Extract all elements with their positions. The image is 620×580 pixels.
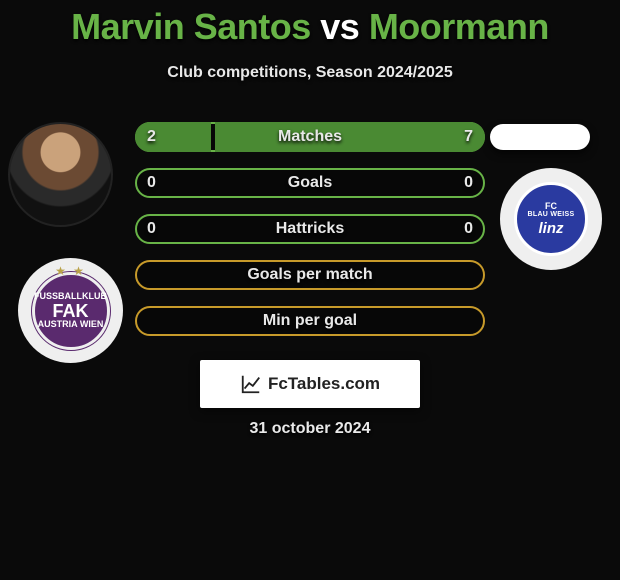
- player2-club-badge: FC BLAU WEISS linz: [500, 168, 602, 270]
- club-badge-inner: FUSSBALLKLUB FAK AUSTRIA WIEN: [32, 272, 110, 350]
- stat-left-value: 2: [147, 128, 156, 146]
- club-bw: BLAU WEISS: [528, 211, 575, 219]
- vs-text: vs: [320, 6, 359, 47]
- stat-label: Goals per match: [137, 266, 483, 284]
- stat-row: Goals per match: [135, 260, 485, 290]
- page-title: Marvin Santos vs Moormann: [0, 0, 620, 48]
- stat-row: 0Goals0: [135, 168, 485, 198]
- date-text: 31 october 2024: [0, 420, 620, 438]
- stat-fill-right: [215, 122, 485, 152]
- fctables-watermark: FcTables.com: [200, 360, 420, 408]
- fctables-label: FcTables.com: [268, 374, 380, 394]
- player1-avatar: [8, 122, 113, 227]
- stat-label: Min per goal: [137, 312, 483, 330]
- stat-row: 0Hattricks0: [135, 214, 485, 244]
- club-stars: ★ ★: [55, 264, 86, 278]
- player1-name: Marvin Santos: [71, 6, 311, 47]
- stat-row: Min per goal: [135, 306, 485, 336]
- stat-right-value: 0: [464, 220, 473, 238]
- stat-left-value: 0: [147, 220, 156, 238]
- stats-table: 2Matches70Goals00Hattricks0Goals per mat…: [135, 122, 485, 352]
- club-badge-inner: FC BLAU WEISS linz: [514, 182, 588, 256]
- stat-row: 2Matches7: [135, 122, 485, 152]
- player2-avatar-placeholder: [490, 124, 590, 150]
- club-linz: linz: [539, 221, 564, 236]
- stat-label: Goals: [137, 174, 483, 192]
- stat-right-value: 7: [464, 128, 473, 146]
- player2-name: Moormann: [369, 6, 549, 47]
- subtitle: Club competitions, Season 2024/2025: [0, 64, 620, 82]
- player1-club-badge: ★ ★ FUSSBALLKLUB FAK AUSTRIA WIEN: [18, 258, 123, 363]
- club-fc: FC: [545, 202, 557, 211]
- club-line2: AUSTRIA WIEN: [38, 320, 104, 330]
- stat-right-value: 0: [464, 174, 473, 192]
- chart-icon: [240, 373, 262, 395]
- stat-left-value: 0: [147, 174, 156, 192]
- stat-label: Hattricks: [137, 220, 483, 238]
